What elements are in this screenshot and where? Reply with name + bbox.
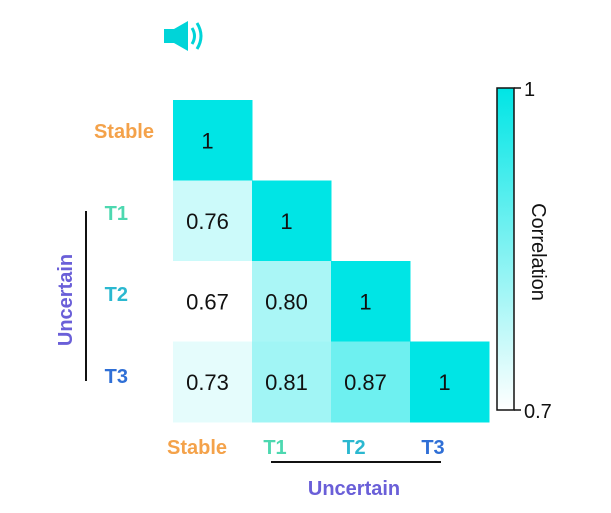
heatmap-cell-t2-stable	[173, 261, 253, 342]
heatmap-cell-t2-t2	[331, 261, 411, 342]
column-label-t1: T1	[263, 437, 286, 459]
heatmap-cell-t3-t3	[410, 341, 490, 423]
colorbar-max-label: 1	[524, 79, 535, 101]
speaker-icon	[164, 21, 203, 51]
colorbar-min-label: 0.7	[524, 401, 552, 423]
column-label-stable: Stable	[167, 437, 227, 459]
heatmap-value-t3-stable: 0.73	[186, 370, 229, 395]
colorbar-title: Correlation	[527, 203, 549, 301]
heatmap-value-t2-stable: 0.67	[186, 289, 229, 314]
heatmap-cell-stable-stable	[173, 100, 253, 181]
uncertain-column-label: Uncertain	[308, 478, 400, 500]
heatmap-value-t1-t1: 1	[280, 209, 292, 234]
heatmap-cell-t3-stable	[173, 341, 253, 423]
row-label-t1: T1	[105, 203, 128, 225]
row-label-t2: T2	[105, 284, 128, 306]
row-label-t3: T3	[105, 366, 128, 388]
heatmap-value-t1-stable: 0.76	[186, 209, 229, 234]
heatmap-cell-t2-t1	[252, 261, 332, 342]
column-label-t3: T3	[421, 437, 444, 459]
heatmap-cell-t3-t1	[252, 341, 332, 423]
heatmap-cell-t1-stable	[173, 180, 253, 262]
heatmap-value-labels: 1 0.76 1 0.67 0.80 1 0.73 0.81 0.87 1	[186, 128, 451, 395]
heatmap-cells	[173, 100, 490, 423]
uncertain-row-label: Uncertain	[55, 254, 77, 346]
heatmap-cell-t3-t2	[331, 341, 411, 423]
heatmap-value-stable-stable: 1	[201, 128, 213, 153]
column-label-t2: T2	[342, 437, 365, 459]
heatmap-value-t2-t1: 0.80	[265, 289, 308, 314]
row-label-stable: Stable	[94, 121, 154, 143]
heatmap-value-t3-t3: 1	[438, 370, 450, 395]
heatmap-cell-t1-t1	[252, 180, 332, 262]
heatmap-value-t2-t2: 1	[359, 289, 371, 314]
colorbar	[496, 87, 515, 411]
heatmap-value-t3-t2: 0.87	[344, 370, 387, 395]
heatmap-value-t3-t1: 0.81	[265, 370, 308, 395]
